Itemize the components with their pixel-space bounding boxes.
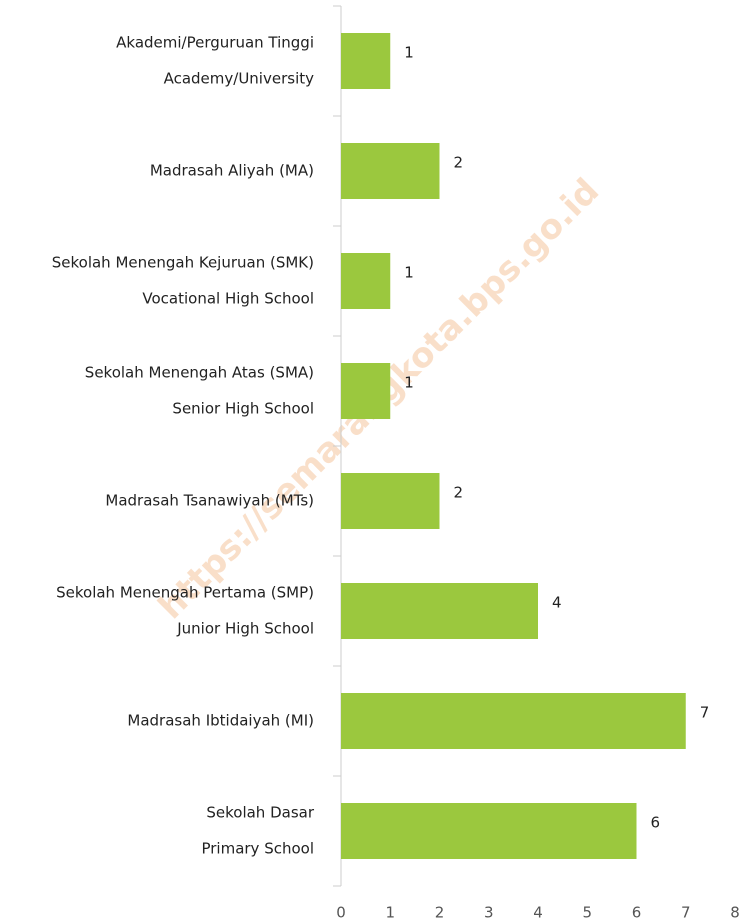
y-tick-label: Academy/University xyxy=(164,70,315,88)
x-tick-label: 2 xyxy=(435,904,445,922)
value-label: 1 xyxy=(404,264,414,282)
y-tick-label: Madrasah Tsanawiyah (MTs) xyxy=(105,492,314,510)
value-label: 2 xyxy=(454,154,464,172)
y-tick-label: Vocational High School xyxy=(142,290,314,308)
y-tick-label: Sekolah Menengah Kejuruan (SMK) xyxy=(52,254,314,272)
y-tick-label: Junior High School xyxy=(176,620,314,638)
y-tick-label: Primary School xyxy=(201,840,314,858)
y-tick-label: Sekolah Menengah Pertama (SMP) xyxy=(56,584,314,602)
y-tick-label: Sekolah Dasar xyxy=(206,804,314,822)
y-tick-label: Akademi/Perguruan Tinggi xyxy=(116,34,314,52)
bar xyxy=(341,253,391,309)
x-tick-label: 8 xyxy=(730,904,740,922)
value-label: 1 xyxy=(404,374,414,392)
x-tick-label: 0 xyxy=(336,904,346,922)
bar xyxy=(341,473,440,529)
value-label: 7 xyxy=(700,704,710,722)
value-label: 6 xyxy=(651,814,661,832)
y-tick-label: Madrasah Ibtidaiyah (MI) xyxy=(127,712,314,730)
value-label: 1 xyxy=(404,44,414,62)
x-tick-label: 3 xyxy=(484,904,494,922)
x-tick-label: 6 xyxy=(632,904,642,922)
value-label: 2 xyxy=(454,484,464,502)
bar xyxy=(341,583,538,639)
bar xyxy=(341,693,686,749)
x-tick-label: 5 xyxy=(582,904,592,922)
bar xyxy=(341,33,391,89)
bar xyxy=(341,143,440,199)
y-tick-label: Sekolah Menengah Atas (SMA) xyxy=(85,364,314,382)
y-tick-label: Madrasah Aliyah (MA) xyxy=(150,162,314,180)
x-tick-label: 4 xyxy=(533,904,543,922)
y-tick-label: Senior High School xyxy=(172,400,314,418)
value-label: 4 xyxy=(552,594,562,612)
bar xyxy=(341,803,637,859)
x-tick-label: 1 xyxy=(385,904,395,922)
bar xyxy=(341,363,391,419)
x-tick-label: 7 xyxy=(681,904,691,922)
